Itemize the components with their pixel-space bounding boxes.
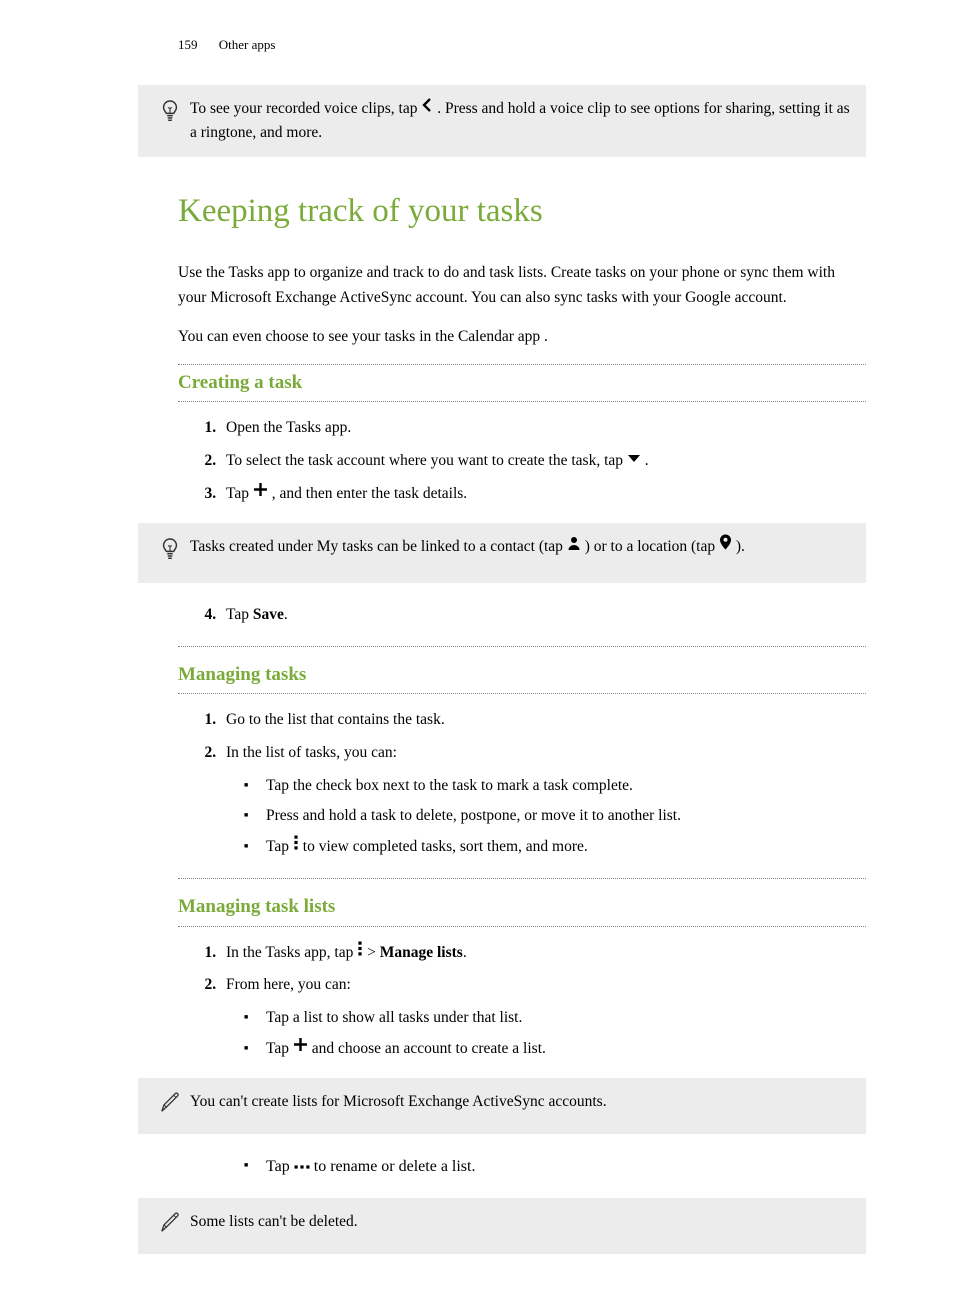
ml-bullet-rename: Tap to rename or delete a list.	[266, 1154, 866, 1180]
subheading-creating: Creating a task	[178, 364, 866, 403]
linked-part2: ) or to a location (tap	[585, 538, 719, 555]
mtc-pre: Tap	[266, 838, 293, 855]
mt-bullet-b: Press and hold a task to delete, postpon…	[266, 804, 866, 829]
location-pin-icon	[719, 534, 732, 558]
ml-bullet-b: Tap and choose an account to create a li…	[266, 1037, 866, 1062]
mlb-post: and choose an account to create a list.	[312, 1040, 546, 1057]
ml-step-1: In the Tasks app, tap > Manage lists.	[220, 941, 866, 966]
subheading-managing-tasks: Managing tasks	[178, 657, 866, 695]
content-cont2: Tap to rename or delete a list.	[178, 1154, 866, 1180]
tip-text: To see your recorded voice clips, tap . …	[190, 97, 854, 145]
step2-pre: To select the task account where you wan…	[226, 452, 627, 469]
step4-pre: Tap	[226, 606, 253, 623]
note-icon-col	[150, 1090, 190, 1122]
creating-step-1: Open the Tasks app.	[220, 416, 866, 441]
tip-icon-col	[150, 97, 190, 133]
lightbulb-icon	[159, 537, 181, 563]
linked-part3: ).	[736, 538, 745, 555]
back-chevron-icon	[421, 96, 433, 120]
intro-p1: Use the Tasks app to organize and track …	[178, 261, 866, 311]
pencil-icon	[159, 1092, 181, 1114]
creating-step-3: Tap , and then enter the task details.	[220, 482, 866, 507]
divider	[178, 646, 866, 647]
page-title: Keeping track of your tasks	[178, 187, 866, 237]
creating-steps-cont: Tap Save.	[178, 603, 866, 628]
creating-step-2: To select the task account where you wan…	[220, 449, 866, 474]
tip-callout-voice-clips: To see your recorded voice clips, tap . …	[138, 85, 866, 157]
ml1-mid: >	[367, 944, 380, 961]
note-text-nolists: Some lists can't be deleted.	[190, 1210, 854, 1234]
page-header: 159 Other apps	[178, 35, 866, 55]
note-callout-exchange: You can't create lists for Microsoft Exc…	[138, 1078, 866, 1134]
ml1-pre: In the Tasks app, tap	[226, 944, 357, 961]
managing-lists-steps: In the Tasks app, tap > Manage lists. Fr…	[178, 941, 866, 1062]
creating-steps: Open the Tasks app. To select the task a…	[178, 416, 866, 506]
main-content: Keeping track of your tasks Use the Task…	[178, 187, 866, 507]
page-number: 159	[178, 37, 198, 52]
mlb-pre: Tap	[266, 1040, 293, 1057]
step3-pre: Tap	[226, 485, 253, 502]
ml-bullets2: Tap to rename or delete a list.	[178, 1154, 866, 1180]
mt-step-1: Go to the list that contains the task.	[220, 708, 866, 733]
mt-bullet-c: Tap to view completed tasks, sort them, …	[266, 835, 866, 860]
mt-step-2: In the list of tasks, you can: Tap the c…	[220, 741, 866, 860]
managing-tasks-steps: Go to the list that contains the task. I…	[178, 708, 866, 860]
mtc-post: to view completed tasks, sort them, and …	[303, 838, 588, 855]
step3-post: , and then enter the task details.	[272, 485, 467, 502]
ml1-bold: Manage lists	[380, 944, 463, 961]
creating-step-4: Tap Save.	[220, 603, 866, 628]
plus-icon	[293, 1036, 308, 1061]
linked-part1: Tasks created under My tasks can be link…	[190, 538, 567, 555]
step2-post: .	[645, 452, 649, 469]
mlr-pre: Tap	[266, 1158, 294, 1175]
overflow-horizontal-icon	[294, 1153, 310, 1179]
pencil-icon	[159, 1212, 181, 1234]
mlr-post: to rename or delete a list.	[314, 1158, 476, 1175]
person-icon	[567, 534, 581, 558]
step4-bold: Save	[253, 606, 284, 623]
ml-step-2-text: From here, you can:	[226, 976, 351, 993]
content-cont: Tap Save. Managing tasks Go to the list …	[178, 603, 866, 1062]
ml-step-2: From here, you can: Tap a list to show a…	[220, 973, 866, 1061]
note-text-exchange: You can't create lists for Microsoft Exc…	[190, 1090, 854, 1114]
overflow-vertical-icon	[293, 834, 299, 859]
mt-bullet-a: Tap the check box next to the task to ma…	[266, 774, 866, 799]
mt-bullets: Tap the check box next to the task to ma…	[226, 774, 866, 860]
note-callout-nolists: Some lists can't be deleted.	[138, 1198, 866, 1254]
overflow-vertical-icon	[357, 940, 363, 965]
step4-post: .	[284, 606, 288, 623]
tip-callout-tasks-linked: Tasks created under My tasks can be link…	[138, 523, 866, 583]
lightbulb-icon	[159, 99, 181, 125]
intro-p2: You can even choose to see your tasks in…	[178, 325, 866, 350]
divider2	[178, 878, 866, 879]
note-icon-col2	[150, 1210, 190, 1242]
section-title: Other apps	[219, 37, 276, 52]
tip-text-part1: To see your recorded voice clips, tap	[190, 100, 421, 117]
mt-step-2-text: In the list of tasks, you can:	[226, 744, 397, 761]
subheading-managing-lists: Managing task lists	[178, 889, 866, 927]
dropdown-triangle-icon	[627, 448, 641, 473]
ml1-post: .	[463, 944, 467, 961]
document-page: 159 Other apps To see your recorded voic…	[0, 0, 954, 1314]
ml-bullet-a: Tap a list to show all tasks under that …	[266, 1006, 866, 1031]
tip-icon-col2	[150, 535, 190, 571]
tip-text-linked: Tasks created under My tasks can be link…	[190, 535, 854, 559]
plus-icon	[253, 481, 268, 506]
ml-bullets1: Tap a list to show all tasks under that …	[226, 1006, 866, 1062]
